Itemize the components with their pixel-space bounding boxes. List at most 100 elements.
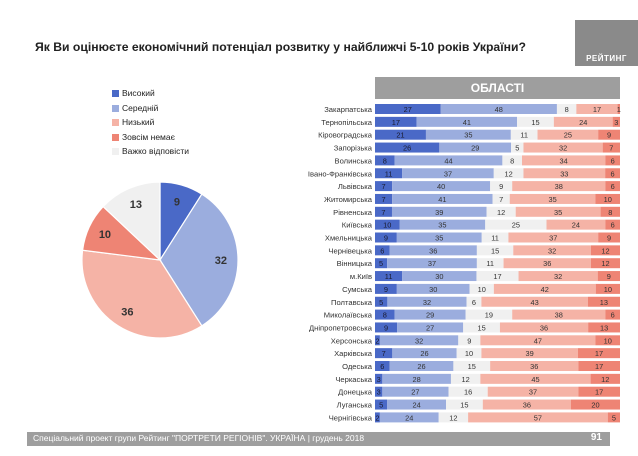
- bar-segment: [487, 386, 579, 397]
- bar-value-label: 48: [495, 105, 503, 114]
- legend-label: Зовсім немає: [122, 131, 175, 142]
- bar-segment: [578, 361, 620, 371]
- pie-slice-label: 13: [130, 199, 142, 211]
- category-label: Київська: [342, 221, 373, 230]
- region-header: ОБЛАСТІ: [375, 77, 620, 99]
- bar-segment: [476, 271, 519, 282]
- bar-segment: [546, 219, 606, 230]
- bar-value-label: 10: [604, 195, 612, 204]
- bar-segment: [375, 283, 397, 294]
- bar-segment: [523, 168, 606, 179]
- bar-segment: [597, 271, 620, 282]
- bar-value-label: 12: [505, 169, 513, 178]
- bar-value-label: 37: [444, 169, 452, 178]
- bar-value-label: 42: [541, 285, 549, 294]
- bar-segment: [387, 296, 467, 307]
- bar-value-label: 6: [611, 221, 615, 230]
- pie-slice: [81, 249, 203, 339]
- bar-value-label: 3: [377, 388, 381, 397]
- bar-value-label: 36: [540, 323, 548, 332]
- legend-item: Високий: [112, 88, 189, 103]
- bar-segment: [571, 399, 620, 410]
- bar-segment: [502, 155, 522, 166]
- bar-value-label: 6: [611, 169, 615, 178]
- bar-value-label: 24: [413, 401, 421, 410]
- bar-segment: [517, 116, 554, 127]
- bar-value-label: 2: [375, 336, 379, 345]
- category-label: Одеська: [342, 362, 373, 371]
- bar-segment: [595, 193, 620, 204]
- bar-segment: [607, 412, 620, 423]
- bar-segment: [382, 373, 451, 384]
- bar-value-label: 11: [491, 234, 499, 243]
- bar-segment: [553, 116, 613, 127]
- bar-segment: [392, 181, 491, 192]
- bar-value-label: 36: [429, 246, 437, 255]
- bar-segment: [375, 206, 392, 217]
- bar-segment: [499, 322, 589, 333]
- bar-segment: [490, 361, 579, 371]
- bar-segment: [446, 399, 483, 410]
- bar-segment: [605, 219, 620, 230]
- bar-value-label: 11: [486, 259, 494, 268]
- bar-value-label: 12: [601, 246, 609, 255]
- bar-segment: [450, 373, 481, 384]
- bar-value-label: 41: [438, 195, 446, 204]
- category-label: Волинська: [335, 156, 373, 165]
- bar-value-label: 26: [417, 362, 425, 371]
- bar-segment: [481, 296, 588, 307]
- bar-segment: [438, 412, 469, 423]
- category-label: Сумська: [342, 285, 373, 294]
- bar-value-label: 2: [375, 413, 379, 422]
- bar-value-label: 30: [435, 272, 443, 281]
- bar-value-label: 17: [392, 118, 400, 127]
- category-label: Полтавська: [331, 298, 373, 307]
- category-label: Луганська: [337, 401, 373, 410]
- legend-item: Зовсім немає: [112, 132, 189, 147]
- bar-segment: [375, 168, 403, 179]
- bar-value-label: 26: [403, 144, 411, 153]
- bar-value-label: 29: [471, 144, 479, 153]
- bar-value-label: 11: [385, 169, 393, 178]
- bar-value-label: 8: [608, 208, 612, 217]
- bar-segment: [375, 309, 395, 320]
- bar-segment: [485, 219, 547, 230]
- bar-value-label: 33: [560, 169, 568, 178]
- bar-value-label: 1: [617, 105, 621, 114]
- bar-value-label: 17: [595, 388, 603, 397]
- legend-swatch: [112, 148, 119, 155]
- bar-segment: [466, 296, 482, 307]
- bar-value-label: 37: [549, 234, 557, 243]
- bar-value-label: 7: [382, 195, 386, 204]
- bar-segment: [523, 142, 603, 153]
- bar-value-label: 10: [383, 221, 391, 230]
- bar-segment: [402, 271, 477, 282]
- bar-value-label: 3: [377, 375, 381, 384]
- logo-text: РЕЙТИНГ: [586, 54, 627, 63]
- legend-label: Важко відповісти: [122, 146, 189, 156]
- bar-value-label: 12: [449, 413, 457, 422]
- bar-value-label: 38: [555, 182, 563, 191]
- bar-segment: [402, 168, 494, 179]
- category-label: Тернопільська: [321, 118, 373, 127]
- category-label: Харківська: [334, 349, 373, 358]
- bar-value-label: 21: [396, 131, 404, 140]
- bar-segment: [476, 245, 514, 256]
- bar-value-label: 9: [607, 234, 611, 243]
- bar-segment: [602, 142, 620, 153]
- bar-segment: [510, 129, 538, 140]
- bar-value-label: 10: [478, 285, 486, 294]
- legend-item: Низький: [112, 117, 189, 132]
- bar-segment: [375, 412, 380, 423]
- bar-segment: [490, 181, 513, 192]
- bar-value-label: 5: [515, 144, 519, 153]
- bar-segment: [439, 142, 512, 153]
- category-label: Чернігівська: [329, 413, 373, 422]
- bar-segment: [595, 335, 620, 346]
- bar-value-label: 30: [429, 285, 437, 294]
- bar-value-label: 11: [385, 272, 393, 281]
- pie-slice-label: 32: [215, 255, 227, 267]
- pie-chart: 9 32 36 10 13: [81, 181, 239, 339]
- page-number: 91: [590, 432, 602, 443]
- bar-segment: [522, 155, 606, 166]
